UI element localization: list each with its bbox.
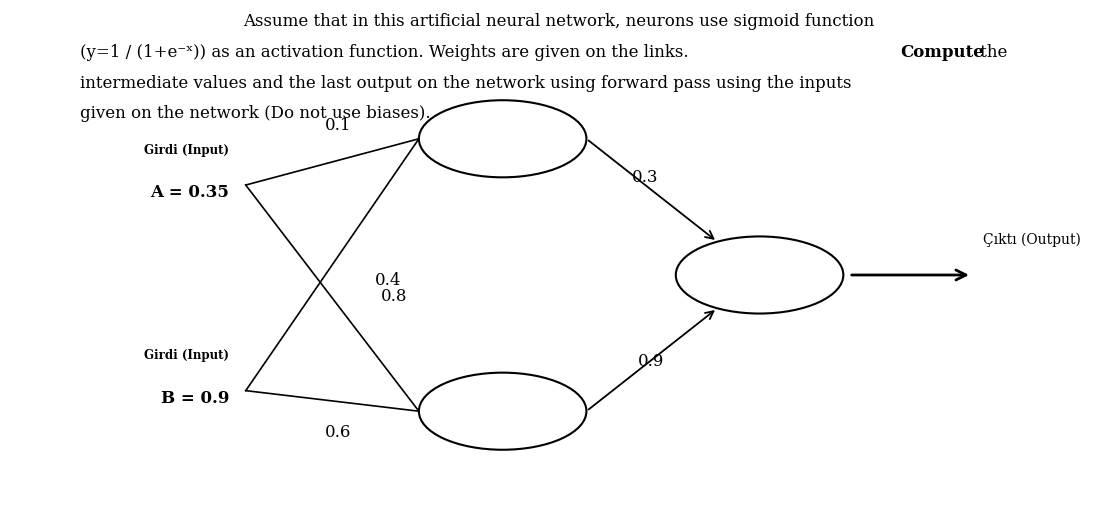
Text: 0.4: 0.4 [375, 272, 401, 289]
Text: 0.1: 0.1 [325, 117, 351, 134]
Text: Girdi (Input): Girdi (Input) [144, 144, 229, 157]
Text: B = 0.9: B = 0.9 [161, 390, 229, 407]
Text: 0.9: 0.9 [638, 354, 663, 371]
Text: intermediate values and the last output on the network using forward pass using : intermediate values and the last output … [80, 75, 852, 91]
Text: 0.6: 0.6 [325, 424, 351, 441]
Text: Assume that in this artificial neural network, neurons use sigmoid function: Assume that in this artificial neural ne… [242, 13, 875, 30]
Text: 0.8: 0.8 [381, 288, 407, 305]
Text: the: the [975, 44, 1008, 61]
Text: Girdi (Input): Girdi (Input) [144, 350, 229, 362]
Text: given on the network (Do not use biases).: given on the network (Do not use biases)… [80, 105, 431, 122]
Text: A = 0.35: A = 0.35 [150, 184, 229, 201]
Text: Çıktı (Output): Çıktı (Output) [983, 232, 1081, 247]
Text: Compute: Compute [900, 44, 984, 61]
Text: (y=1 / (1+e⁻ˣ)) as an activation function. Weights are given on the links.: (y=1 / (1+e⁻ˣ)) as an activation functio… [80, 44, 695, 61]
Text: 0.3: 0.3 [632, 169, 658, 186]
